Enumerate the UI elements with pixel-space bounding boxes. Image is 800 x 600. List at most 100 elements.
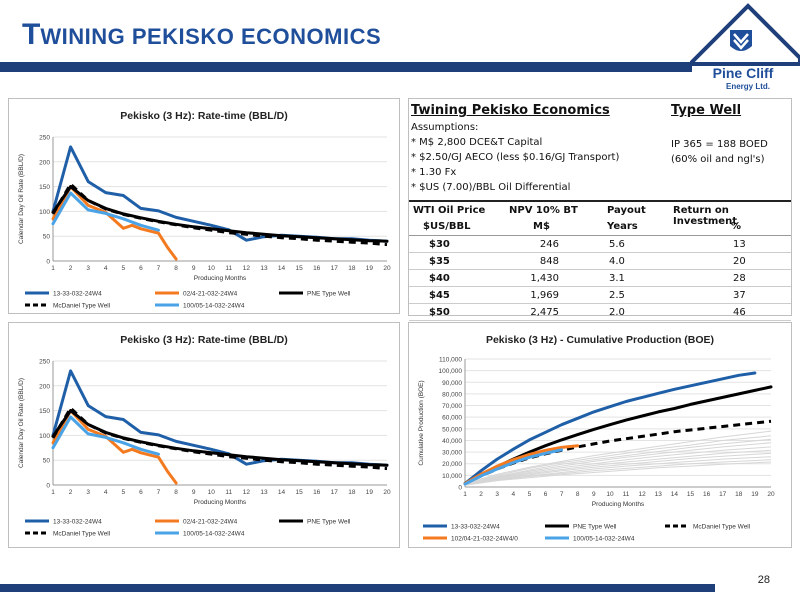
x-tick-label: 4 xyxy=(512,491,516,498)
y-tick-label: 50 xyxy=(43,458,51,465)
table-header-row: WTI Oil Price NPV 10% BT Payout Return o… xyxy=(409,202,791,227)
table-row: $30 246 5.6 13 xyxy=(409,236,791,253)
table-cell: 2.5 xyxy=(609,290,625,301)
x-tick-label: 1 xyxy=(463,491,467,498)
table-cell: 1,969 xyxy=(530,290,559,301)
logo-subname: Energy Ltd. xyxy=(726,82,770,91)
x-tick-label: 11 xyxy=(623,491,630,498)
legend-label: McDaniel Type Well xyxy=(53,303,111,310)
table-cell: 5.6 xyxy=(609,239,625,250)
x-tick-label: 12 xyxy=(639,491,647,498)
table-cell: 848 xyxy=(539,256,559,267)
x-tick-label: 6 xyxy=(139,489,143,496)
x-tick-label: 18 xyxy=(735,491,743,498)
legend-label: 13-33-032-24W4 xyxy=(451,524,500,531)
x-tick-label: 1 xyxy=(51,265,55,272)
table-row: $35 848 4.0 20 xyxy=(409,253,791,270)
header-roi: Return on Investment xyxy=(673,205,737,227)
x-tick-label: 19 xyxy=(751,491,759,498)
y-tick-label: 60,000 xyxy=(442,415,462,422)
x-tick-label: 12 xyxy=(243,489,251,496)
background-well-curve xyxy=(464,456,772,486)
x-tick-label: 1 xyxy=(51,489,55,496)
series-line-2 xyxy=(464,419,772,485)
x-tick-label: 10 xyxy=(208,265,216,272)
x-tick-label: 14 xyxy=(278,265,286,272)
series-line-0 xyxy=(51,369,389,467)
series-line-0 xyxy=(51,145,389,243)
x-tick-label: 14 xyxy=(278,489,286,496)
x-tick-label: 11 xyxy=(225,489,232,496)
x-tick-label: 20 xyxy=(767,491,775,498)
x-tick-label: 19 xyxy=(366,489,374,496)
y-tick-label: 100 xyxy=(39,209,50,216)
x-axis-label: Producing Months xyxy=(194,499,247,506)
legend-label: 100/05-14-032-24W4 xyxy=(183,531,245,538)
background-well-curve xyxy=(464,449,772,486)
x-tick-label: 5 xyxy=(122,265,126,272)
table-cell: $50 xyxy=(429,307,450,318)
page-number: 28 xyxy=(757,574,770,586)
y-tick-label: 50 xyxy=(43,234,51,241)
y-tick-label: 250 xyxy=(39,359,50,366)
x-tick-label: 5 xyxy=(528,491,532,498)
background-well-curve xyxy=(464,430,772,484)
x-tick-label: 15 xyxy=(295,489,303,496)
x-tick-label: 2 xyxy=(69,265,73,272)
x-tick-label: 9 xyxy=(592,491,596,498)
header-npv: NPV 10% BT xyxy=(509,205,578,216)
ip-365-text: IP 365 = 188 BOED xyxy=(671,139,768,150)
background-well-curve xyxy=(464,438,772,485)
legend-label: PNE Type Well xyxy=(307,519,351,526)
chart-title: Pekisko (3 Hz): Rate-time (BBL/D) xyxy=(120,110,287,122)
y-tick-label: 20,000 xyxy=(442,461,462,468)
table-cell: 2,475 xyxy=(530,307,559,318)
table-row: $45 1,969 2.5 37 xyxy=(409,287,791,304)
y-tick-label: 30,000 xyxy=(442,450,462,457)
assumption-item: * $2.50/GJ AECO (less $0.16/GJ Transport… xyxy=(411,152,620,163)
series-line-2 xyxy=(51,185,389,243)
y-axis-label: Calendar Day Oil Rate (BBL/D) xyxy=(18,378,25,468)
table-cell: $35 xyxy=(429,256,450,267)
logo-crest-icon xyxy=(730,30,752,51)
table-cell: 37 xyxy=(733,290,746,301)
page-title-rest: WINING PEKISKO ECONOMICS xyxy=(40,24,382,49)
type-well-title: Type Well xyxy=(671,103,742,118)
chart-panel-rate-time-bottom: Pekisko (3 Hz): Rate-time (BBL/D) 0 50 100 1… xyxy=(8,322,400,548)
x-tick-label: 6 xyxy=(544,491,548,498)
x-tick-label: 20 xyxy=(383,265,391,272)
series-line-4 xyxy=(51,415,160,456)
y-tick-label: 70,000 xyxy=(442,403,462,410)
x-tick-label: 20 xyxy=(383,489,391,496)
series-line-2 xyxy=(51,409,389,467)
series-line-3 xyxy=(51,406,388,471)
table-row: $50 2,475 2.0 46 xyxy=(409,304,791,321)
y-tick-label: 80,000 xyxy=(442,391,462,398)
x-tick-label: 16 xyxy=(313,489,321,496)
y-tick-label: 90,000 xyxy=(442,380,462,387)
legend-label: 100/05-14-032-24W4 xyxy=(573,536,635,543)
ip-oil-share-text: (60% oil and ngl's) xyxy=(671,154,765,165)
y-axis-label: Calendar Day Oil Rate (BBL/D) xyxy=(18,154,25,244)
series-line-1 xyxy=(51,409,178,485)
table-cell: 28 xyxy=(733,273,746,284)
x-tick-label: 19 xyxy=(366,265,374,272)
rate-time-chart-bottom: Pekisko (3 Hz): Rate-time (BBL/D) 0 50 100 1… xyxy=(18,334,391,538)
x-tick-label: 18 xyxy=(348,489,356,496)
table-cell: 4.0 xyxy=(609,256,625,267)
x-tick-label: 3 xyxy=(495,491,499,498)
y-tick-label: 150 xyxy=(39,408,50,415)
header-unit-roi: % xyxy=(731,221,742,232)
x-tick-label: 3 xyxy=(86,489,90,496)
chart-title: Pekisko (3 Hz): Rate-time (BBL/D) xyxy=(120,334,287,346)
logo-name: Pine Cliff xyxy=(713,65,774,81)
x-tick-label: 13 xyxy=(655,491,663,498)
table-cell: $45 xyxy=(429,290,450,301)
y-tick-label: 100 xyxy=(39,433,50,440)
page-title-initial: T xyxy=(22,18,41,51)
y-tick-label: 110,000 xyxy=(439,357,462,364)
chart-panel-cumulative: Pekisko (3 Hz) - Cumulative Production (… xyxy=(408,322,792,548)
table-body: $30 246 5.6 13 $35 848 4.0 20 $40 1,430 3.1 28 $45 1,… xyxy=(409,236,791,321)
x-tick-label: 13 xyxy=(260,265,268,272)
header-unit-price: $US/BBL xyxy=(423,221,471,232)
